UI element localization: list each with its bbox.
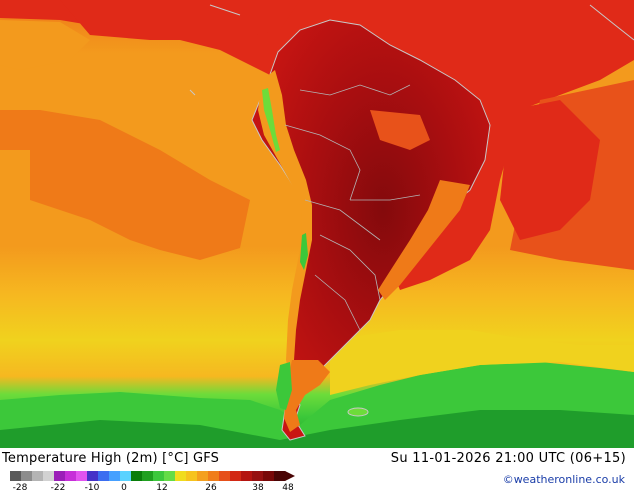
legend-swatch	[54, 471, 66, 481]
patagonia-green	[276, 362, 292, 410]
run-timestamp: Su 11-01-2026 21:00 UTC (06+15)	[390, 451, 626, 466]
legend-swatch	[76, 471, 88, 481]
legend-swatch	[263, 471, 275, 481]
legend-tick: 38	[252, 483, 264, 493]
falkland-islands	[347, 407, 369, 417]
legend-swatch	[87, 471, 99, 481]
pacific-orange-band	[0, 110, 250, 260]
legend-swatch	[120, 471, 132, 481]
map-footer: Temperature High (2m) [°C] GFS Su 11-01-…	[0, 448, 634, 493]
warm-ocean-zone	[0, 0, 634, 290]
map-title: Temperature High (2m) [°C] GFS	[2, 451, 220, 466]
legend-tick: 48	[282, 483, 294, 493]
legend-swatch	[241, 471, 253, 481]
legend-tick: 26	[205, 483, 217, 493]
legend-swatch	[142, 471, 154, 481]
coastline-detail	[189, 4, 634, 96]
legend-swatch	[109, 471, 121, 481]
legend-swatch	[186, 471, 198, 481]
legend-swatch	[65, 471, 77, 481]
legend-swatch	[98, 471, 110, 481]
southern-dark-green	[0, 410, 634, 448]
atlantic-red	[500, 100, 600, 240]
legend-tick: 12	[156, 483, 168, 493]
copyright-credit[interactable]: ©weatheronline.co.uk	[502, 473, 625, 486]
brazil-coast-band	[378, 180, 470, 300]
legend-swatch	[274, 471, 286, 481]
temperature-map	[0, 0, 634, 448]
legend-swatch	[164, 471, 176, 481]
top-warm-strip	[60, 0, 300, 40]
legend-tick: 0	[121, 483, 127, 493]
legend-swatch	[230, 471, 242, 481]
legend-arrow	[285, 471, 295, 481]
legend-tick: -22	[50, 483, 66, 493]
legend-swatch	[153, 471, 165, 481]
legend-swatch	[21, 471, 33, 481]
andes-cool-band	[258, 70, 312, 380]
andes-green-strip-south	[300, 233, 308, 270]
legend-swatch	[10, 471, 22, 481]
legend-swatch	[32, 471, 44, 481]
central-brazil-orange	[370, 110, 430, 150]
legend-swatch	[43, 471, 55, 481]
color-legend	[10, 471, 295, 481]
southeast-yellow	[330, 330, 634, 395]
top-left-orange	[0, 20, 90, 70]
legend-swatch	[131, 471, 143, 481]
legend-swatch	[208, 471, 220, 481]
legend-swatch	[197, 471, 209, 481]
legend-swatch	[252, 471, 264, 481]
legend-tick: -28	[12, 483, 28, 493]
patagonia-orange	[284, 360, 330, 432]
legend-swatch	[175, 471, 187, 481]
andes-green-strip	[262, 88, 280, 152]
legend-swatch	[219, 471, 231, 481]
legend-tick: -10	[84, 483, 100, 493]
country-borders	[284, 84, 421, 331]
